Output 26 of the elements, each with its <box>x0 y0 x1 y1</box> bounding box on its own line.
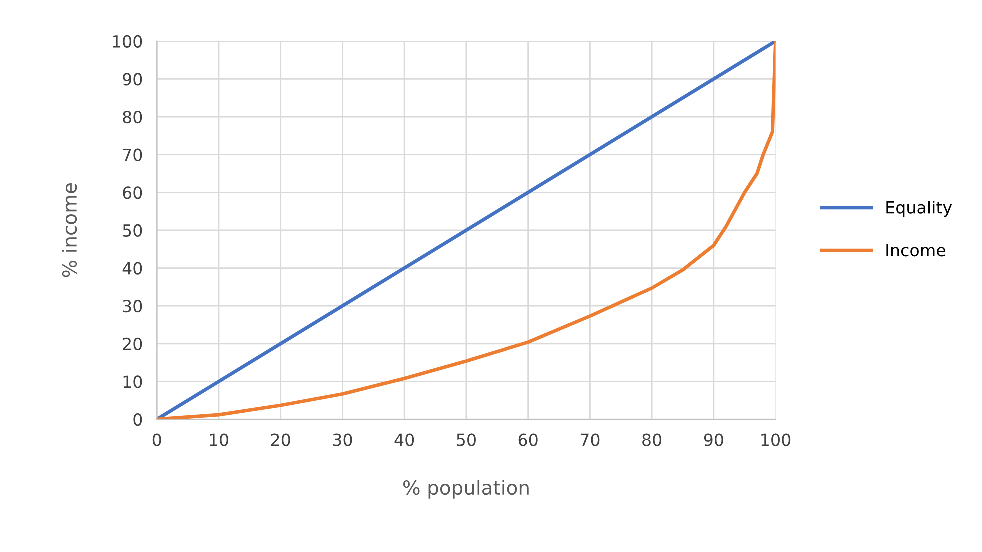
x-axis-title: % population <box>403 480 529 499</box>
x-tick-label: 60 <box>518 434 538 446</box>
y-tick-label: 30 <box>123 300 142 313</box>
y-tick-label: 10 <box>124 376 142 388</box>
x-tick-label: 90 <box>704 434 724 446</box>
y-tick-label: 80 <box>123 110 142 124</box>
x-tick-label: 50 <box>457 434 476 446</box>
x-tick-label: 0 <box>152 434 162 446</box>
x-tick-label: 100 <box>762 434 791 446</box>
x-tick-label: 30 <box>333 434 352 446</box>
x-tick-label: 80 <box>642 434 662 446</box>
x-tick-label: 70 <box>580 434 600 446</box>
x-tick-label: 40 <box>394 434 414 446</box>
y-tick-label: 40 <box>122 262 142 275</box>
x-tick-label: 20 <box>271 434 290 446</box>
y-tick-label: 90 <box>123 73 142 86</box>
y-tick-label: 60 <box>123 186 142 200</box>
legend-label: Income <box>886 244 946 257</box>
y-tick-label: 70 <box>123 148 142 162</box>
y-tick-label: 50 <box>123 224 142 238</box>
x-tick-label: 10 <box>210 434 228 446</box>
y-tick-label: 0 <box>134 413 142 426</box>
y-axis-title: % income <box>62 184 78 278</box>
y-tick-label: 20 <box>123 338 142 350</box>
legend-label: Equality <box>886 200 952 218</box>
y-tick-label: 100 <box>113 35 142 48</box>
